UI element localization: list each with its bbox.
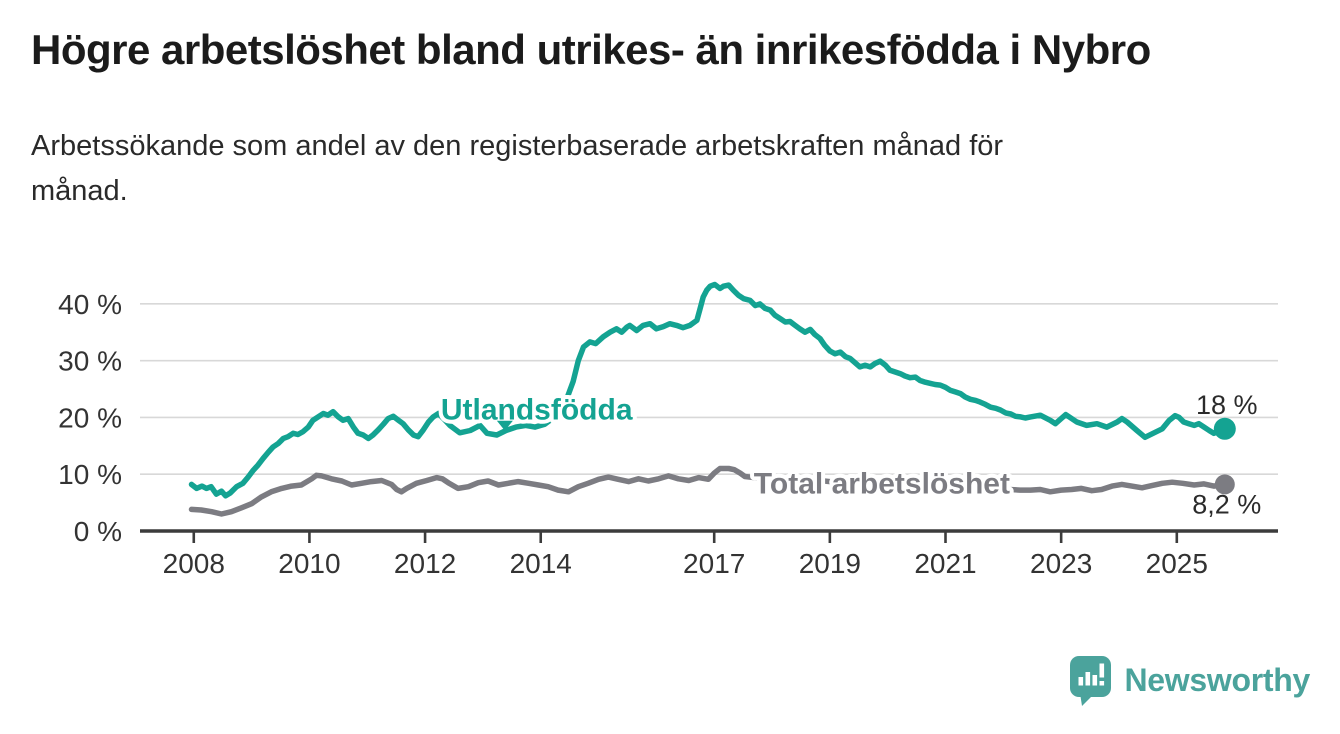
series-end-value-label-total: 8,2 % xyxy=(1192,489,1261,519)
x-axis-tick-label: 2023 xyxy=(1030,548,1092,579)
x-axis-tick-label: 2025 xyxy=(1146,548,1208,579)
series-line-total xyxy=(188,465,1228,517)
series-label-total: Total arbetslöshet xyxy=(754,467,1010,500)
y-axis-tick-label: 30 % xyxy=(58,346,122,377)
series-end-dot-utlandsfodda xyxy=(1213,417,1236,440)
y-axis-tick-label: 40 % xyxy=(58,289,122,320)
newsworthy-logo-icon xyxy=(1068,654,1113,707)
newsworthy-logo: Newsworthy xyxy=(1068,654,1311,707)
newsworthy-logo-text: Newsworthy xyxy=(1124,662,1311,698)
chart-subtitle: Arbetssökande som andel av den registerb… xyxy=(31,130,1004,207)
logo-bar-1 xyxy=(1078,677,1083,686)
logo-bar-3 xyxy=(1092,675,1097,686)
series-label-pointer-caret xyxy=(496,420,513,431)
x-axis-tick-label: 2019 xyxy=(799,548,861,579)
series-line-utlandsfodda xyxy=(188,281,1228,499)
chart-title: Högre arbetslöshet bland utrikes- än inr… xyxy=(31,26,1151,73)
x-axis-tick-label: 2017 xyxy=(683,548,745,579)
y-axis-tick-label: 20 % xyxy=(58,402,122,433)
logo-bar-2 xyxy=(1085,672,1090,686)
y-axis-tick-label: 0 % xyxy=(74,516,122,547)
logo-exclamation-bar xyxy=(1099,663,1104,678)
logo-bubble xyxy=(1069,656,1111,697)
series-label-utlandsfodda: Utlandsfödda xyxy=(441,393,633,426)
series-end-dot-total xyxy=(1214,474,1235,495)
x-axis-tick-label: 2021 xyxy=(914,548,976,579)
logo-exclamation-dot xyxy=(1099,681,1104,686)
series-end-value-label-utlandsfodda: 18 % xyxy=(1196,390,1258,420)
logo-bubble-tail xyxy=(1079,693,1095,706)
x-axis-tick-label: 2010 xyxy=(278,548,340,579)
x-axis-tick-label: 2008 xyxy=(163,548,225,579)
y-axis-tick-label: 10 % xyxy=(58,459,122,490)
x-axis-tick-label: 2014 xyxy=(510,548,572,579)
x-axis-tick-label: 2012 xyxy=(394,548,456,579)
